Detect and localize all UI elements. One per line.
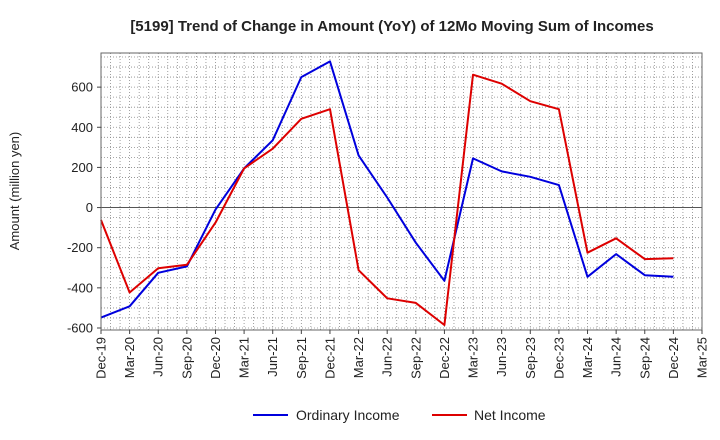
series-layer: [100, 60, 674, 326]
series-line-net-income: [100, 73, 674, 326]
x-tick-label: Mar-25: [695, 337, 710, 378]
plot-frame: [100, 52, 703, 331]
y-tick-label: -400: [67, 280, 93, 295]
x-tick-label: Dec-20: [208, 337, 223, 379]
x-tick-label: Jun-23: [494, 337, 509, 377]
x-tick-label: Dec-19: [94, 337, 109, 379]
x-tick-label: Dec-23: [551, 337, 566, 379]
x-axis-ticks: Dec-19 Mar-20 Jun-20 Sep-20 Dec-20 Mar-21 Jun-…: [94, 330, 710, 379]
x-tick-label: Sep-23: [523, 337, 538, 379]
y-axis-ticks: -600 -400 -200 0 200 400 600: [67, 80, 101, 335]
x-tick-label: Mar-24: [580, 337, 595, 378]
x-tick-label: Dec-21: [322, 337, 337, 379]
legend: Ordinary Income Net Income: [253, 407, 546, 423]
y-tick-label: 0: [86, 200, 93, 215]
x-tick-label: Sep-21: [294, 337, 309, 379]
x-tick-label: Mar-21: [237, 337, 252, 378]
y-tick-label: -200: [67, 240, 93, 255]
legend-label: Ordinary Income: [296, 407, 400, 423]
y-tick-label: 600: [71, 80, 93, 95]
x-tick-label: Mar-20: [122, 337, 137, 378]
grid: [101, 53, 702, 330]
x-tick-label: Jun-22: [380, 337, 395, 377]
legend-label: Net Income: [474, 407, 546, 423]
x-tick-label: Jun-20: [151, 337, 166, 377]
x-tick-label: Sep-24: [637, 337, 652, 379]
x-tick-label: Jun-24: [609, 337, 624, 377]
x-tick-label: Sep-22: [408, 337, 423, 379]
x-tick-label: Sep-20: [179, 337, 194, 379]
x-tick-label: Mar-22: [351, 337, 366, 378]
x-tick-label: Mar-23: [466, 337, 481, 378]
x-tick-label: Dec-22: [437, 337, 452, 379]
y-tick-label: 200: [71, 160, 93, 175]
x-tick-label: Jun-21: [265, 337, 280, 377]
x-tick-label: Dec-24: [666, 337, 681, 379]
series-line-ordinary-income: [100, 60, 674, 319]
y-axis-label: Amount (million yen): [7, 132, 22, 251]
y-tick-label: 400: [71, 120, 93, 135]
chart-title: [5199] Trend of Change in Amount (YoY) o…: [130, 18, 653, 35]
y-tick-label: -600: [67, 320, 93, 335]
